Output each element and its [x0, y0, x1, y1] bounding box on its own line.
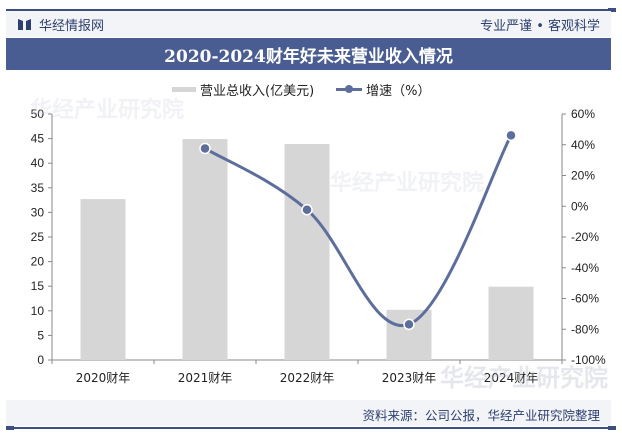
legend-label-revenue: 营业总收入(亿美元) — [200, 84, 315, 99]
left-axis-label: 20 — [31, 255, 45, 269]
source-note: 资料来源：公司公报，华经产业研究院整理 — [362, 408, 600, 423]
left-axis-label: 10 — [31, 304, 45, 318]
right-axis-label: -80% — [571, 322, 599, 336]
x-axis-label: 2024财年 — [484, 371, 539, 385]
brand-logo-icon — [18, 18, 31, 30]
legend-label-growth: 增速（%） — [366, 84, 431, 99]
right-axis-label: 60% — [571, 107, 595, 121]
footer-strip — [6, 400, 611, 426]
brand: 华经情报网 — [18, 16, 105, 34]
left-axis-label: 40 — [31, 156, 45, 170]
right-axis-label: 40% — [571, 138, 595, 152]
growth-point-marker — [505, 129, 517, 142]
legend-item-revenue: 营业总收入(亿美元) — [172, 80, 314, 99]
legend: 营业总收入(亿美元) 增速（%） — [172, 80, 453, 99]
slogan: 专业严谨 • 客观科学 — [480, 19, 600, 34]
left-axis-label: 15 — [31, 279, 45, 293]
growth-line — [204, 134, 513, 328]
right-axis-label: 20% — [571, 169, 595, 183]
right-axis-label: 0% — [571, 199, 589, 213]
title-bar: 2020-2024财年好未来营业收入情况 — [6, 38, 611, 70]
left-axis-label: 30 — [31, 205, 45, 219]
brand-name: 华经情报网 — [39, 18, 105, 34]
growth-point-marker — [403, 318, 415, 331]
left-axis-label: 35 — [31, 181, 45, 195]
bottom-border-cap-left — [6, 426, 14, 430]
left-axis-label: 25 — [31, 230, 45, 244]
growth-point-marker — [199, 142, 211, 155]
top-border-line — [6, 9, 614, 11]
left-axis-label: 5 — [37, 328, 44, 342]
top-border-cap — [608, 8, 616, 12]
legend-bar-swatch-icon — [172, 87, 196, 92]
revenue-bar — [80, 199, 126, 360]
revenue-bar — [386, 309, 432, 360]
left-axis-label: 0 — [37, 353, 44, 367]
x-axis-label: 2022财年 — [280, 371, 335, 385]
chart-title: 2020-2024财年好未来营业收入情况 — [164, 46, 453, 67]
header-strip — [6, 11, 611, 37]
legend-line-marker-icon — [336, 85, 363, 93]
bottom-border-line — [6, 427, 614, 429]
right-axis-label: -40% — [571, 261, 599, 275]
x-axis-label: 2020财年 — [76, 371, 131, 385]
revenue-bar — [284, 144, 330, 360]
revenue-bar — [182, 139, 228, 360]
revenue-bar — [488, 286, 534, 360]
right-axis-label: -60% — [571, 292, 599, 306]
right-axis-label: -100% — [571, 353, 606, 367]
x-axis-label: 2023财年 — [382, 371, 437, 385]
growth-point-marker — [301, 204, 313, 216]
right-axis-label: -20% — [571, 230, 599, 244]
left-axis-label: 50 — [31, 107, 45, 121]
x-axis-label: 2021财年 — [178, 371, 233, 385]
bottom-border-cap-right — [608, 426, 616, 430]
legend-item-growth: 增速（%） — [336, 80, 431, 99]
left-axis-label: 45 — [31, 132, 45, 146]
